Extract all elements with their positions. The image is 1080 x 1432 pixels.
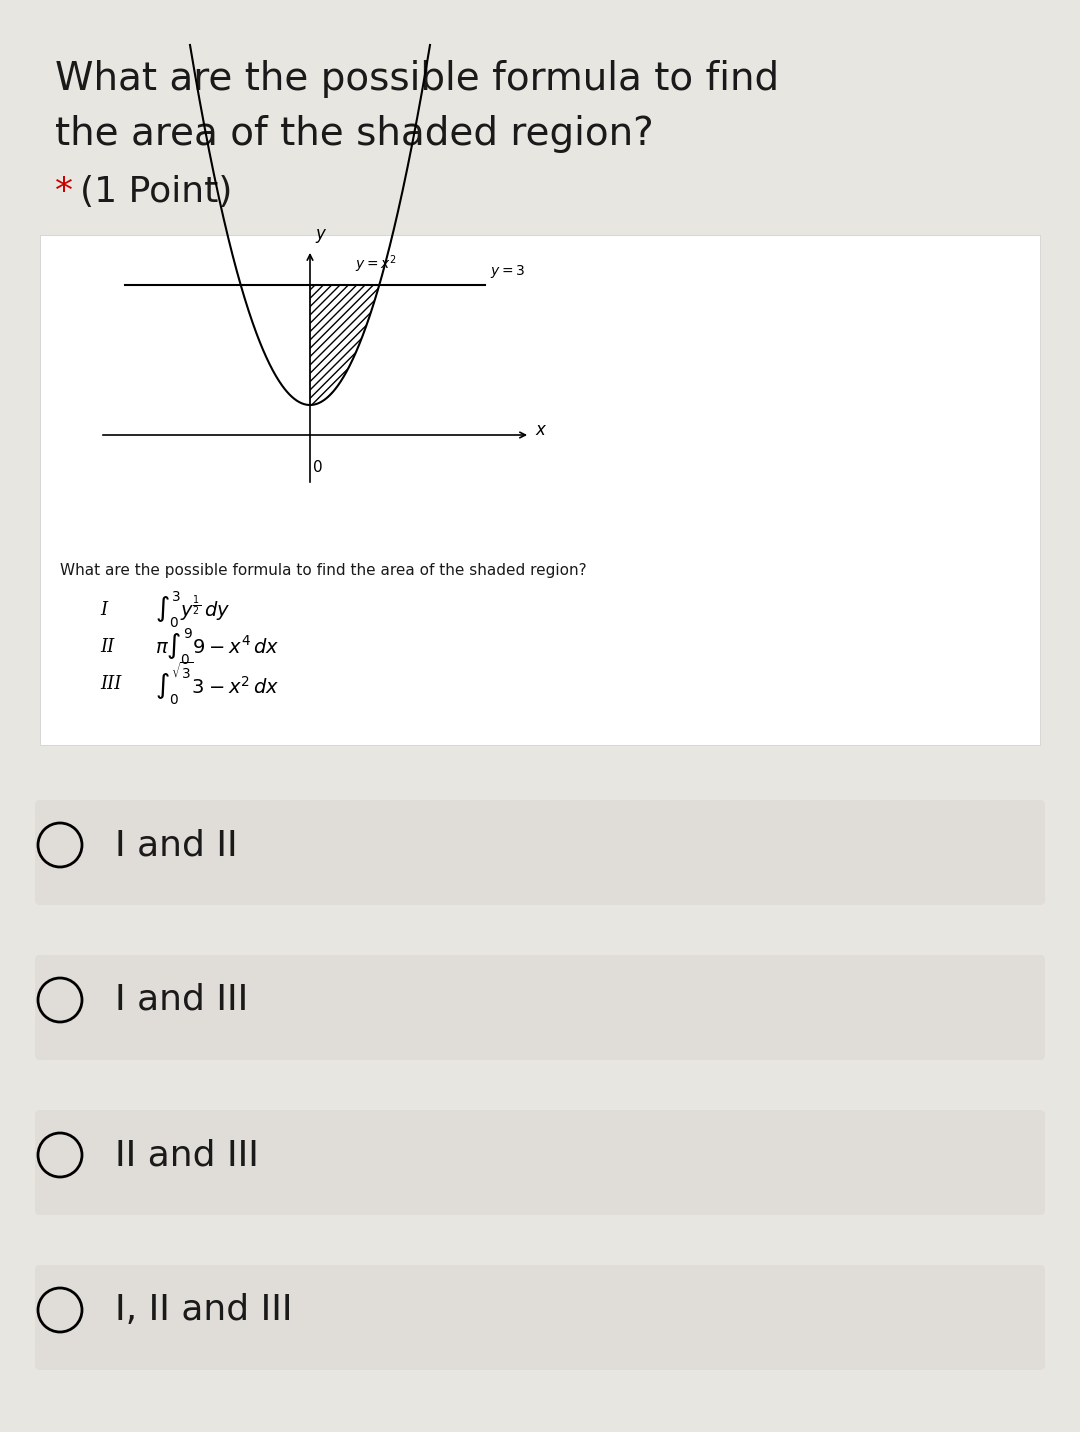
Text: $y$: $y$	[315, 228, 327, 245]
Text: *: *	[55, 175, 84, 209]
Text: What are the possible formula to find: What are the possible formula to find	[55, 60, 779, 97]
Text: the area of the shaded region?: the area of the shaded region?	[55, 115, 653, 153]
Text: $\pi\int_0^9 9 - x^4\,dx$: $\pi\int_0^9 9 - x^4\,dx$	[156, 627, 280, 667]
FancyBboxPatch shape	[35, 955, 1045, 1060]
Text: $x$: $x$	[535, 421, 548, 440]
Text: II and III: II and III	[114, 1138, 259, 1171]
Text: 0: 0	[313, 460, 323, 475]
Text: $y=x^2$: $y=x^2$	[355, 253, 396, 275]
Text: I, II and III: I, II and III	[114, 1293, 293, 1327]
Text: I and III: I and III	[114, 982, 248, 1017]
FancyBboxPatch shape	[35, 1110, 1045, 1214]
Text: $\int_0^3 y^{\frac{1}{2}}\,dy$: $\int_0^3 y^{\frac{1}{2}}\,dy$	[156, 590, 230, 630]
Text: I and II: I and II	[114, 828, 238, 862]
Text: $y=3$: $y=3$	[490, 263, 525, 281]
Text: (1 Point): (1 Point)	[80, 175, 232, 209]
Text: I: I	[100, 601, 107, 619]
Text: II: II	[100, 639, 114, 656]
FancyBboxPatch shape	[35, 800, 1045, 905]
FancyBboxPatch shape	[35, 1264, 1045, 1370]
Text: What are the possible formula to find the area of the shaded region?: What are the possible formula to find th…	[60, 563, 586, 577]
Bar	[40, 235, 1040, 745]
Text: III: III	[100, 674, 121, 693]
Bar	[0, 0, 1080, 430]
Text: $\int_0^{\sqrt{3}} 3 - x^2\,dx$: $\int_0^{\sqrt{3}} 3 - x^2\,dx$	[156, 662, 280, 707]
